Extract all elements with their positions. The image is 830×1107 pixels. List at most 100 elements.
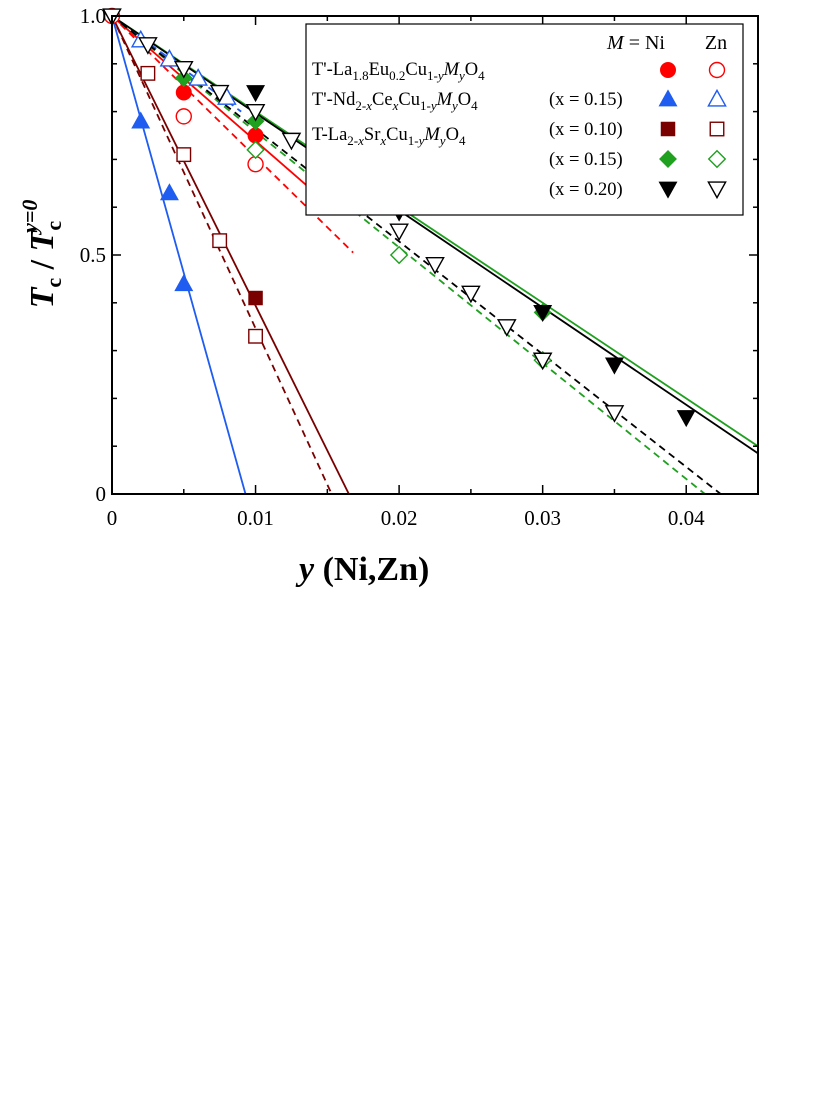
y-tick-label: 0.5: [80, 243, 106, 267]
legend-compound-part: 0.2: [389, 68, 405, 83]
triangle-up-marker: [188, 68, 208, 86]
triangle-up-marker: [707, 88, 727, 107]
legend-compound-part: Cu: [405, 60, 427, 80]
legend-compound-part: y: [438, 133, 446, 148]
triangle-down-marker: [209, 84, 230, 103]
diamond-marker: [707, 149, 727, 169]
legend-header-zn: Zn: [705, 32, 727, 54]
triangle-down-marker: [532, 352, 553, 371]
legend-compound-part: 2-: [347, 133, 358, 148]
y-axis-title: Tc / Tcy=0: [17, 200, 66, 309]
triangle-up-marker: [159, 183, 179, 201]
triangle-down-marker: [604, 405, 625, 423]
triangle-down-marker: [246, 85, 266, 103]
triangle-down-marker: [461, 285, 481, 304]
triangle-down-marker: [173, 60, 194, 79]
triangle-down-marker: [707, 181, 727, 200]
tick-labels: 0 0.01 0.02 0.03 0.04 0 0.5 1.0: [80, 4, 705, 530]
square-marker: [248, 290, 263, 306]
dashed-fit-line: [112, 16, 706, 494]
square-marker: [212, 233, 228, 249]
triangle-down-marker: [281, 132, 302, 151]
triangle-down-marker: [245, 103, 266, 122]
legend-x-label: (x = 0.10): [549, 120, 623, 140]
legend-compound-part: O: [458, 90, 471, 110]
legend-compounds: T'-La1.8Eu0.2Cu1-yMyO4T'-Nd2-xCexCu1-yMy…: [312, 60, 485, 148]
legend-compound-part: 1-: [420, 98, 431, 113]
legend-box: [305, 23, 744, 216]
legend-x-label: (x = 0.20): [549, 180, 623, 200]
y-tick-label: 1.0: [80, 4, 106, 28]
legend-compound-part: 4: [471, 98, 478, 113]
triangle-up-marker: [159, 48, 180, 67]
legend-compound-part: y: [436, 68, 444, 83]
legend-compound-part: x: [392, 98, 399, 113]
triangle-down-marker: [604, 357, 624, 375]
y-tick-label: 0: [96, 482, 107, 506]
triangle-down-marker: [138, 37, 158, 55]
circle-marker: [175, 108, 192, 125]
legend-compound-part: 2-: [355, 98, 366, 113]
legend-compound-label: T'-La1.8Eu0.2Cu1-yMyO4: [312, 60, 485, 83]
legend-compound-part: 4: [459, 133, 466, 148]
dashed-fit-line: [112, 16, 722, 494]
legend: M = Ni Zn T'-La1.8Eu0.2Cu1-yMyO4T'-Nd2-x…: [305, 23, 744, 216]
x-axis-title: y (Ni,Zn): [295, 551, 429, 588]
triangle-down-marker: [389, 223, 409, 242]
diamond-marker: [389, 245, 409, 265]
legend-compound-part: M: [436, 90, 454, 110]
square-marker: [709, 121, 725, 137]
triangle-down-marker: [425, 256, 445, 275]
legend-compound-part: y: [450, 98, 458, 113]
x-tick-label: 0.02: [381, 506, 418, 530]
solid-fit-line: [112, 16, 350, 494]
legend-compound-part: T'-Nd: [312, 90, 356, 110]
triangle-down-marker: [676, 410, 696, 428]
legend-compound-part: x: [379, 133, 386, 148]
legend-compound-part: 1.8: [352, 68, 368, 83]
triangle-up-marker: [658, 89, 678, 107]
triangle-down-marker: [533, 304, 553, 323]
legend-compound-part: M: [423, 125, 441, 145]
triangle-down-marker: [658, 181, 678, 199]
square-marker: [140, 65, 156, 81]
legend-header-ni: M = Ni: [606, 32, 665, 54]
legend-compound-part: O: [465, 60, 478, 80]
legend-compound-part: y: [457, 68, 465, 83]
legend-compound-part: M: [443, 60, 461, 80]
x-tick-label: 0: [107, 506, 118, 530]
legend-compound-part: 4: [478, 68, 485, 83]
legend-markers: [658, 61, 727, 200]
legend-compound-part: 1-: [427, 68, 438, 83]
legend-compound-part: y: [417, 133, 425, 148]
legend-compound-label: T'-Nd2-xCexCu1-yMyO4: [312, 90, 478, 113]
triangle-down-marker: [496, 319, 517, 337]
legend-compound-part: x: [357, 133, 364, 148]
legend-compound-part: Ce: [372, 90, 393, 110]
circle-marker: [660, 62, 676, 78]
square-marker: [176, 147, 192, 163]
legend-compound-part: Cu: [398, 90, 420, 110]
legend-compound-part: T'-La: [312, 60, 352, 80]
legend-compound-part: 1-: [408, 133, 419, 148]
legend-compound-part: Sr: [364, 125, 380, 145]
legend-compound-part: Cu: [386, 125, 408, 145]
square-marker: [660, 121, 676, 137]
legend-compound-part: x: [365, 98, 372, 113]
legend-compound-part: T-La: [312, 125, 347, 145]
legend-compound-part: y: [429, 98, 437, 113]
dashed-fit-line: [112, 16, 333, 494]
legend-x-label: (x = 0.15): [549, 90, 623, 110]
axis-ticks: [111, 15, 759, 495]
triangle-up-marker: [131, 111, 151, 129]
legend-compound-label: T-La2-xSrxCu1-yMyO4: [312, 125, 466, 148]
circle-marker: [708, 61, 726, 79]
diamond-marker: [659, 150, 677, 168]
square-marker: [248, 328, 264, 344]
x-tick-label: 0.01: [237, 506, 274, 530]
diamond-marker: [246, 140, 265, 160]
solid-fit-line: [112, 16, 247, 494]
legend-x-label: (x = 0.15): [549, 150, 623, 170]
x-tick-label: 0.03: [524, 506, 561, 530]
